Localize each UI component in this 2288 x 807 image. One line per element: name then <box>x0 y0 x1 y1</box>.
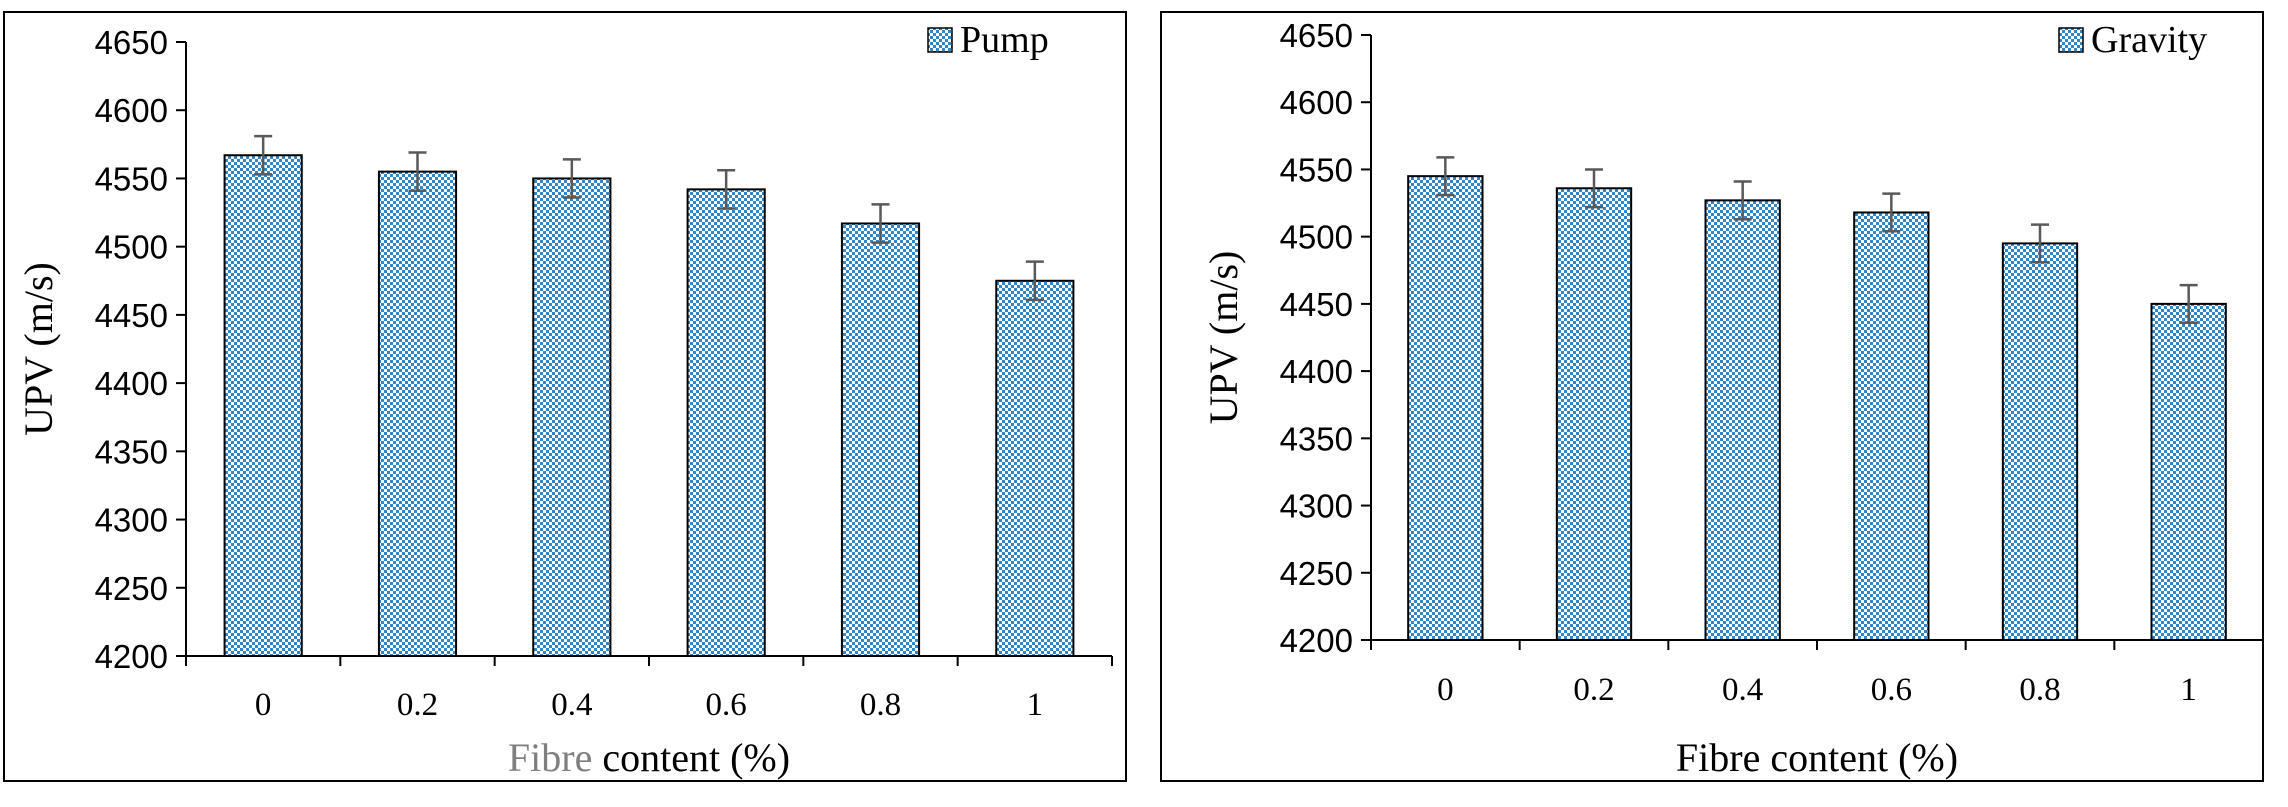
pump-chart: 4200 4250 4300 4350 4400 4450 4500 4550 4600 4650… <box>3 11 1127 782</box>
y-tick-label: 4650 <box>1280 17 1353 54</box>
y-tick-label: 4500 <box>95 229 168 266</box>
x-category-label: 0.6 <box>706 687 747 723</box>
y-tick-label: 4600 <box>1280 84 1353 121</box>
y-tick-label: 4400 <box>1280 353 1353 390</box>
x-category-label: 0.2 <box>1573 672 1614 708</box>
x-category-label: 0 <box>255 687 272 723</box>
bar <box>223 154 303 657</box>
x-category-label: 0.8 <box>2019 672 2060 708</box>
x-category-label: 0.6 <box>1871 672 1912 708</box>
legend-swatch <box>2058 27 2084 53</box>
bar <box>2001 242 2079 641</box>
bar <box>1555 187 1633 641</box>
legend-swatch <box>927 27 953 53</box>
y-tick-label: 4650 <box>95 24 168 61</box>
bar <box>377 170 458 657</box>
x-category-label: 0 <box>1437 672 1454 708</box>
x-category-label: 0.8 <box>860 687 901 723</box>
x-axis-label-rest: content (%) <box>592 735 790 780</box>
y-tick-label: 4600 <box>95 92 168 129</box>
x-category-label: 1 <box>1027 687 1044 723</box>
x-axis-label: Fibre content (%) <box>508 735 790 780</box>
bar <box>1853 211 1930 641</box>
y-tick-label: 4500 <box>1280 219 1353 256</box>
chart-panel-gravity: 4200 4250 4300 4350 4400 4450 4500 4550 4600 4650… <box>1144 0 2288 807</box>
bar <box>995 279 1075 657</box>
bar <box>2150 302 2227 641</box>
y-tick-label: 4550 <box>95 160 168 197</box>
y-tick-label: 4300 <box>1280 488 1353 525</box>
bar <box>532 177 612 657</box>
chart-panel-pump: 4200 4250 4300 4350 4400 4450 4500 4550 4600 4650… <box>3 11 1127 782</box>
y-axis-label: UPV (m/s) <box>16 262 61 436</box>
x-axis-label: Fibre content (%) <box>1676 735 1958 780</box>
x-category-label: 0.2 <box>397 687 438 723</box>
x-axis-label-first-word: Fibre <box>508 735 592 780</box>
y-tick-label: 4250 <box>1280 555 1353 592</box>
y-tick-label: 4450 <box>95 297 168 334</box>
x-category-label: 1 <box>2180 672 2197 708</box>
x-category-label: 0.4 <box>1722 672 1763 708</box>
y-tick-label: 4200 <box>95 638 168 675</box>
bar <box>1704 199 1781 641</box>
y-tick-label: 4350 <box>95 433 168 470</box>
y-tick-label: 4300 <box>95 502 168 539</box>
y-tick-label: 4400 <box>95 365 168 402</box>
y-tick-label: 4450 <box>1280 286 1353 323</box>
legend-label: Pump <box>960 19 1049 61</box>
gravity-chart: 4200 4250 4300 4350 4400 4450 4500 4550 4600 4650… <box>1160 11 2264 782</box>
bar <box>1407 175 1484 642</box>
y-tick-label: 4550 <box>1280 151 1353 188</box>
bar <box>840 222 921 658</box>
legend-label: Gravity <box>2091 19 2207 61</box>
y-tick-label: 4250 <box>95 570 168 607</box>
chart-frame <box>3 11 1127 782</box>
y-tick-label: 4350 <box>1280 420 1353 457</box>
y-tick-label: 4200 <box>1280 622 1353 659</box>
y-axis-label: UPV (m/s) <box>1201 251 1246 425</box>
chart-frame <box>1160 11 2264 782</box>
bar <box>686 188 766 658</box>
x-category-label: 0.4 <box>551 687 592 723</box>
